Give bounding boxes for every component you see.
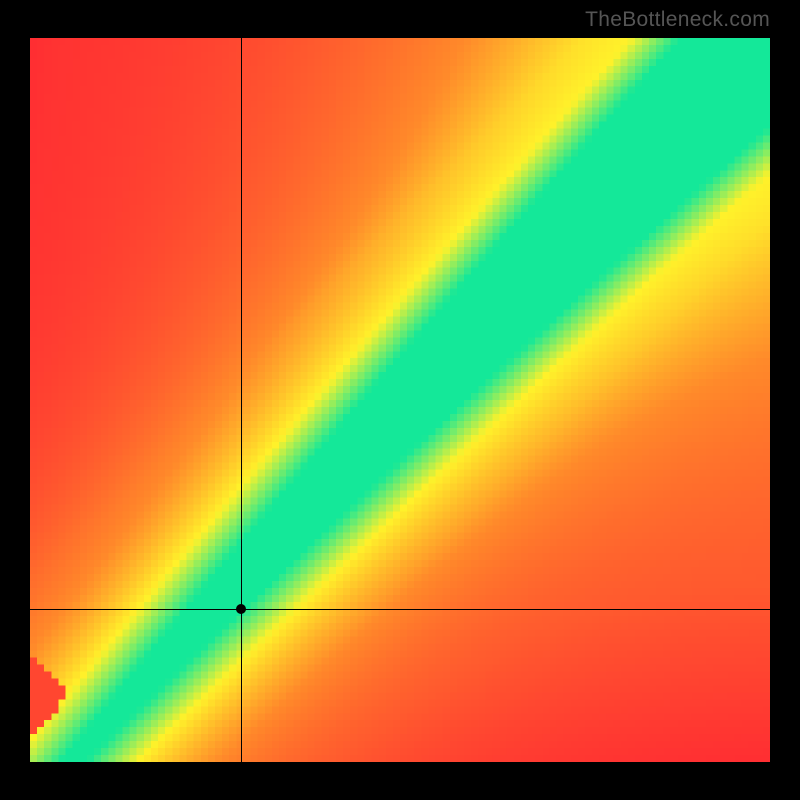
crosshair-horizontal [30, 609, 770, 610]
crosshair-marker [236, 604, 246, 614]
crosshair-vertical [241, 38, 242, 762]
heatmap-canvas [30, 38, 770, 762]
bottleneck-heatmap [30, 38, 770, 762]
watermark-text: TheBottleneck.com [585, 8, 770, 32]
